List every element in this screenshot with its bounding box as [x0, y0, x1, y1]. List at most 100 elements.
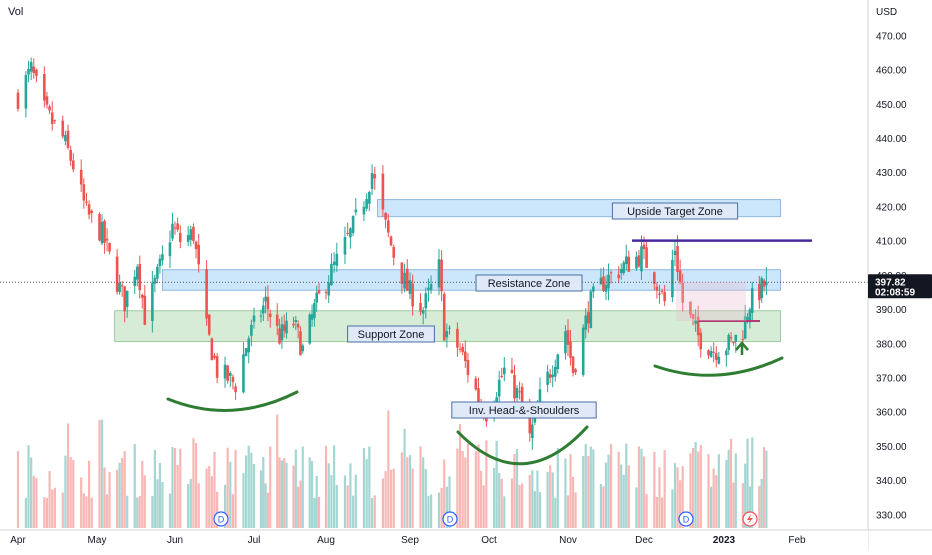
volume-bar: [262, 457, 265, 528]
candle-body: [746, 317, 749, 320]
pattern-box: [676, 281, 746, 322]
volume-bar: [602, 486, 605, 528]
candle-body: [714, 353, 718, 360]
volume-bar: [437, 492, 441, 528]
candle-body: [330, 263, 333, 286]
candle-body: [138, 263, 142, 291]
volume-bar: [477, 444, 480, 528]
volume-bar: [158, 462, 162, 528]
candle-body: [574, 369, 577, 373]
x-tick-label: Apr: [10, 535, 26, 546]
candle-body: [264, 296, 267, 302]
y-tick-label: 430.00: [876, 168, 907, 179]
y-tick-label: 420.00: [876, 202, 907, 213]
volume-bar: [748, 486, 752, 528]
candle-body: [474, 378, 478, 390]
candle-body: [158, 258, 162, 267]
candle-body: [440, 259, 443, 292]
candle-body: [213, 355, 216, 358]
candle-body: [424, 293, 428, 309]
time-axis-bg: [0, 530, 868, 550]
volume-bar: [732, 482, 735, 528]
candle-body: [389, 236, 393, 246]
candle-body: [500, 376, 504, 378]
volume-bar: [676, 467, 679, 528]
dividend-marker[interactable]: D: [213, 511, 229, 527]
volume-bar: [653, 451, 656, 528]
volume-bar: [223, 484, 227, 528]
right-shoulder-curve[interactable]: [653, 356, 784, 377]
volume-bar: [758, 485, 761, 528]
candle-body: [581, 327, 585, 376]
candle-body: [602, 276, 605, 291]
zone-resistance-zone[interactable]: [161, 269, 782, 291]
volume-bar: [133, 444, 136, 528]
resistance-zone-label[interactable]: Resistance Zone: [475, 274, 583, 292]
y-tick-label: 350.00: [876, 442, 907, 453]
support-zone-label[interactable]: Support Zone: [347, 325, 435, 343]
volume-bar: [427, 496, 430, 528]
candle-body: [365, 199, 368, 209]
volume-bar: [637, 446, 641, 528]
candle-body: [758, 283, 761, 301]
candle-body: [429, 283, 433, 290]
volume-bar: [103, 467, 106, 528]
y-tick-label: 470.00: [876, 31, 907, 42]
dividend-marker-circle: [678, 511, 694, 527]
volume-bar: [205, 468, 208, 528]
volume-bar: [566, 495, 570, 528]
earnings-marker[interactable]: [742, 511, 758, 527]
volume-bar: [474, 450, 477, 528]
volume-bar: [194, 443, 198, 528]
candle-body: [301, 345, 305, 352]
x-tick-label: Dec: [635, 535, 653, 546]
candle-body: [448, 327, 451, 329]
candles-layer: [16, 57, 768, 450]
currency-label: USD: [876, 7, 897, 18]
candle-body: [725, 350, 728, 356]
candle-body: [45, 96, 49, 105]
candle-body: [617, 274, 620, 279]
volume-bar: [43, 497, 46, 528]
volume-bar: [161, 481, 164, 528]
x-tick-label: Jun: [167, 535, 183, 546]
candle-body: [456, 328, 459, 348]
candle-body: [381, 173, 385, 210]
left-shoulder-curve[interactable]: [166, 390, 299, 412]
candle-body: [210, 338, 214, 361]
volume-bar: [280, 460, 283, 528]
bar-countdown: 02:08:59: [875, 287, 915, 298]
breakout-arrow: [735, 341, 749, 355]
volume-bar: [197, 483, 200, 528]
candle-body: [419, 302, 422, 312]
volume-bar: [242, 473, 245, 528]
last-price-badge-bg: [868, 274, 932, 299]
volume-bar: [464, 457, 467, 528]
inv-head-shoulders-label[interactable]: Inv. Head-&-Shoulders: [451, 401, 597, 419]
volume-bar: [658, 467, 661, 528]
x-tick-label: Jul: [248, 535, 261, 546]
dividend-marker[interactable]: D: [678, 511, 694, 527]
candle-body: [156, 266, 159, 279]
candle-body: [619, 268, 623, 274]
volume-bar: [546, 471, 549, 528]
candle-body: [627, 256, 631, 272]
candle-body: [120, 285, 124, 287]
dividend-marker[interactable]: D: [442, 511, 458, 527]
candle-body: [197, 244, 200, 265]
candle-body: [135, 266, 139, 280]
candle-body: [458, 348, 462, 350]
y-tick-label: 440.00: [876, 134, 907, 145]
upside-target-zone-label[interactable]: Upside Target Zone: [611, 202, 739, 220]
volume-bar: [461, 451, 464, 528]
head-curve[interactable]: [456, 425, 589, 466]
volume-bar: [709, 486, 713, 528]
resistance-zone-label-bg: [475, 274, 583, 292]
volume-bar: [126, 495, 129, 528]
volume-bar: [717, 454, 720, 528]
candle-body: [332, 261, 336, 265]
candle-body: [189, 229, 193, 240]
volume-bar: [679, 480, 682, 528]
volume-bar: [689, 453, 692, 528]
